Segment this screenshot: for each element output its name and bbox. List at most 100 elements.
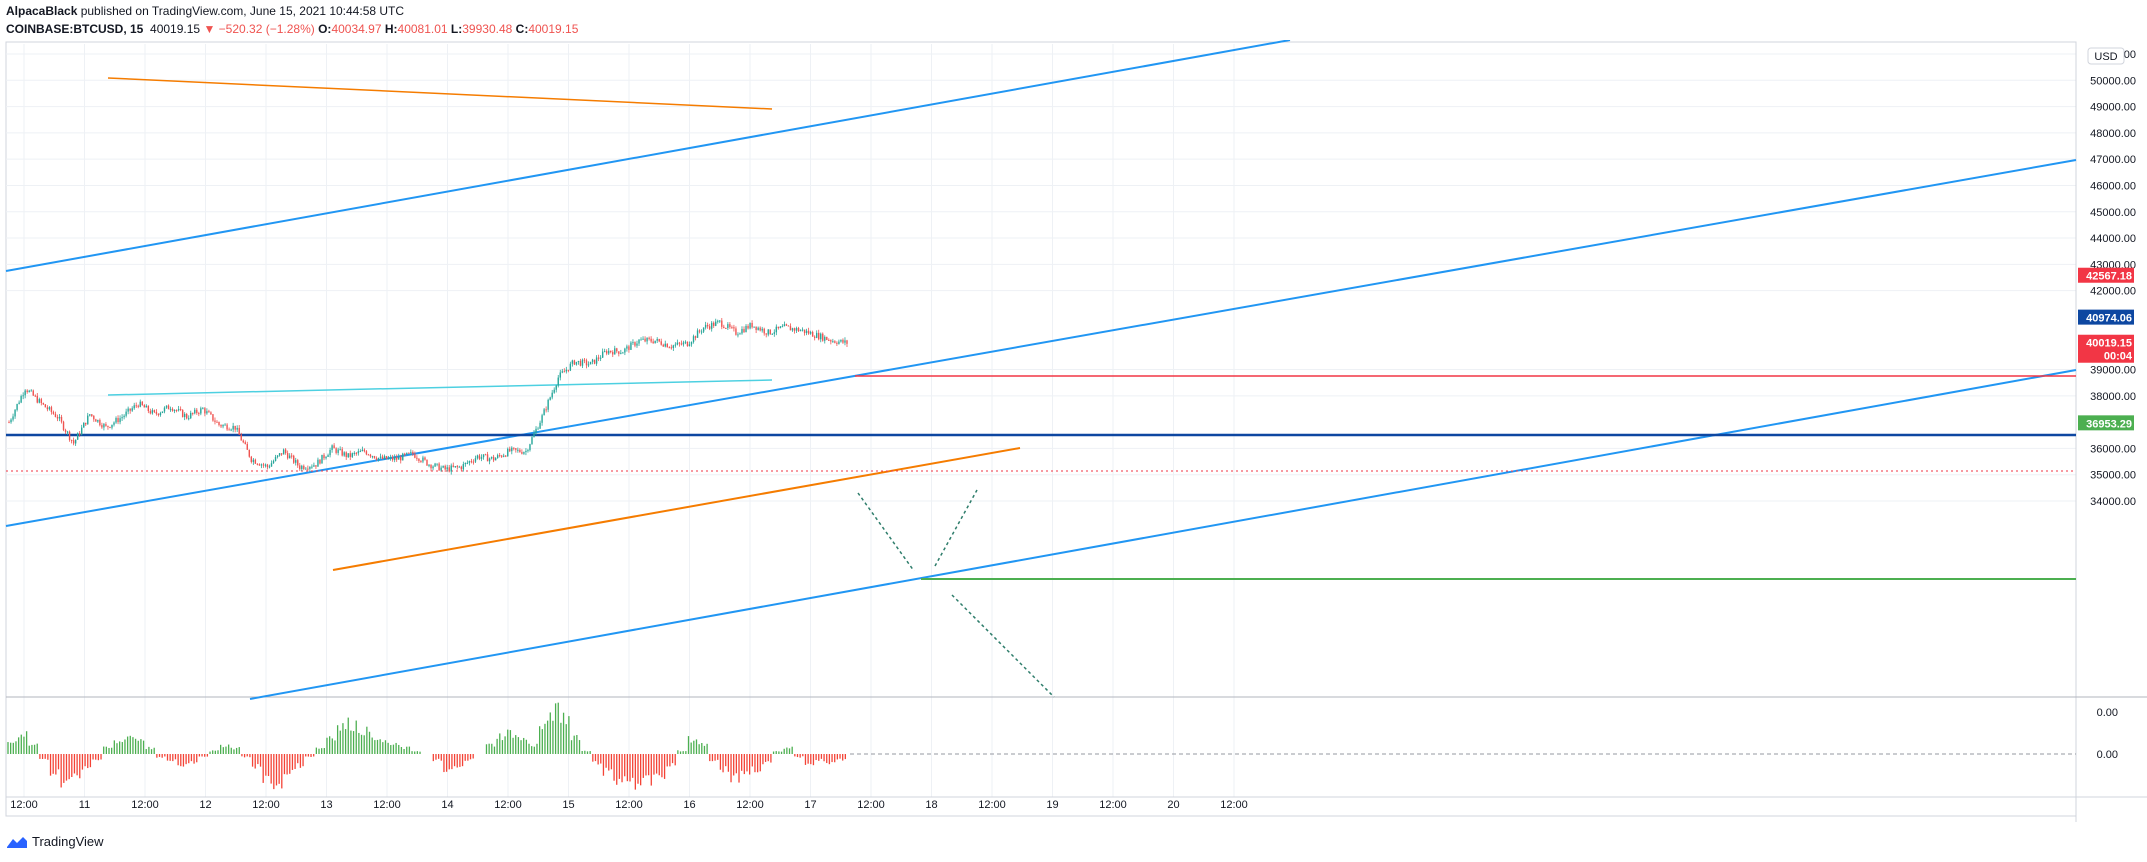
candle-body	[476, 455, 479, 459]
x-tick-label: 12:00	[857, 799, 885, 811]
candle-body	[317, 459, 319, 467]
candle-body	[351, 453, 353, 457]
candle-body	[365, 451, 368, 455]
orange-line-top[interactable]	[107, 77, 773, 110]
candle-body	[698, 330, 701, 332]
candle-body	[454, 466, 456, 468]
trend-line-lower[interactable]	[249, 369, 2077, 700]
candle-body	[505, 455, 507, 457]
candle-body	[68, 431, 71, 440]
candle-body	[486, 454, 489, 462]
candle-body	[468, 461, 471, 463]
candle-body	[484, 454, 487, 456]
candle-body	[418, 458, 420, 462]
candle-body	[315, 465, 317, 467]
candle-body	[383, 456, 386, 459]
candle-body	[704, 324, 707, 328]
candle-body	[515, 448, 517, 450]
candle-body	[797, 328, 800, 332]
macd-tick-label: 0.00	[2097, 707, 2118, 719]
candle-body	[597, 357, 600, 359]
candle-body	[668, 347, 671, 349]
price-tag[interactable]	[2078, 415, 2134, 431]
candle-body	[202, 408, 204, 410]
candle-body	[414, 453, 416, 458]
currency-badge[interactable]	[2087, 47, 2125, 65]
y-tick-label: 48000.00	[2090, 128, 2136, 140]
price-tag[interactable]	[2078, 309, 2134, 325]
y-tick-label: 34000.00	[2090, 496, 2136, 508]
candle-body	[503, 455, 505, 457]
candle-body	[400, 456, 402, 461]
last-price: 40019.15	[150, 22, 201, 36]
price-tag-label: 36953.29	[2086, 418, 2132, 430]
candle-body	[50, 407, 53, 412]
candle-body	[775, 326, 778, 333]
trend-line-upper[interactable]	[5, 40, 1291, 272]
candle-body	[813, 336, 816, 338]
price-tag[interactable]	[2078, 334, 2134, 363]
candle-body	[286, 453, 289, 459]
candle-body	[741, 329, 743, 334]
price-tag[interactable]	[2078, 267, 2134, 283]
candle-body	[254, 459, 257, 464]
x-tick-label: 12:00	[736, 799, 764, 811]
candle-body	[624, 348, 626, 353]
candle-body	[329, 449, 331, 456]
candle-body	[44, 404, 47, 408]
candle-body	[834, 341, 836, 343]
author-name[interactable]: AlpacaBlack	[6, 4, 78, 18]
candle-body	[717, 320, 719, 322]
candle-body	[729, 324, 731, 328]
candle-body	[131, 408, 133, 411]
x-tick-label: 12:00	[978, 799, 1006, 811]
candle-body	[733, 327, 735, 329]
candle-body	[175, 410, 178, 412]
candle-body	[482, 454, 485, 458]
candle-body	[62, 421, 65, 430]
candle-body	[299, 465, 301, 470]
candle-body	[313, 465, 315, 467]
candle-body	[694, 336, 697, 338]
arrow-path-up[interactable]	[934, 489, 978, 567]
candle-body	[583, 359, 586, 361]
candle-body	[757, 327, 759, 330]
candle-body	[472, 461, 475, 463]
candle-body	[8, 422, 10, 424]
arrow-path-far[interactable]	[951, 594, 1055, 698]
candle-body	[622, 352, 624, 354]
candle-body	[14, 409, 16, 417]
candle-body	[781, 326, 784, 328]
candle-body	[393, 457, 396, 460]
tradingview-brand[interactable]: TradingView	[6, 834, 104, 849]
candle-body	[377, 457, 380, 460]
candle-body	[527, 450, 529, 452]
trend-line-middle[interactable]	[5, 159, 2077, 527]
price-chart[interactable]: 12:00 11 12:00 12 12:00 13 12:00 14 12:00 15 12:00…	[0, 40, 2147, 830]
candle-body	[672, 345, 675, 349]
candle-body	[339, 449, 341, 451]
orange-support-line[interactable]	[332, 447, 1021, 571]
candle-body	[660, 341, 662, 345]
candle-body	[591, 359, 594, 362]
x-tick-label: 16	[683, 799, 695, 811]
candle-body	[155, 411, 158, 414]
candle-body	[230, 429, 232, 431]
candle-body	[282, 449, 285, 455]
candle-body	[307, 468, 309, 470]
candle-body	[250, 456, 253, 462]
candle-body	[66, 431, 69, 433]
candle-body	[470, 461, 473, 463]
candle-body	[406, 452, 408, 455]
candle-body	[167, 405, 170, 410]
candle-body	[319, 459, 321, 464]
candle-body	[828, 339, 830, 341]
x-tick-label: 12:00	[10, 799, 38, 811]
candle-body	[428, 464, 430, 466]
candle-body	[462, 464, 465, 470]
price-tag-label: 40974.06	[2086, 313, 2132, 325]
candle-body	[387, 457, 390, 460]
candle-body	[440, 467, 442, 471]
arrow-path-down[interactable]	[857, 492, 915, 572]
cyan-line[interactable]	[107, 379, 773, 396]
